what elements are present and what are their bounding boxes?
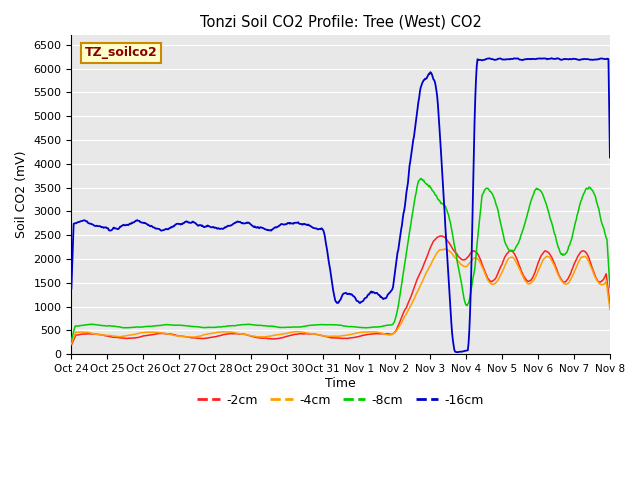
Title: Tonzi Soil CO2 Profile: Tree (West) CO2: Tonzi Soil CO2 Profile: Tree (West) CO2 <box>200 15 482 30</box>
X-axis label: Time: Time <box>325 377 356 390</box>
Text: TZ_soilco2: TZ_soilco2 <box>85 47 157 60</box>
Y-axis label: Soil CO2 (mV): Soil CO2 (mV) <box>15 151 28 239</box>
Legend: -2cm, -4cm, -8cm, -16cm: -2cm, -4cm, -8cm, -16cm <box>193 389 489 412</box>
